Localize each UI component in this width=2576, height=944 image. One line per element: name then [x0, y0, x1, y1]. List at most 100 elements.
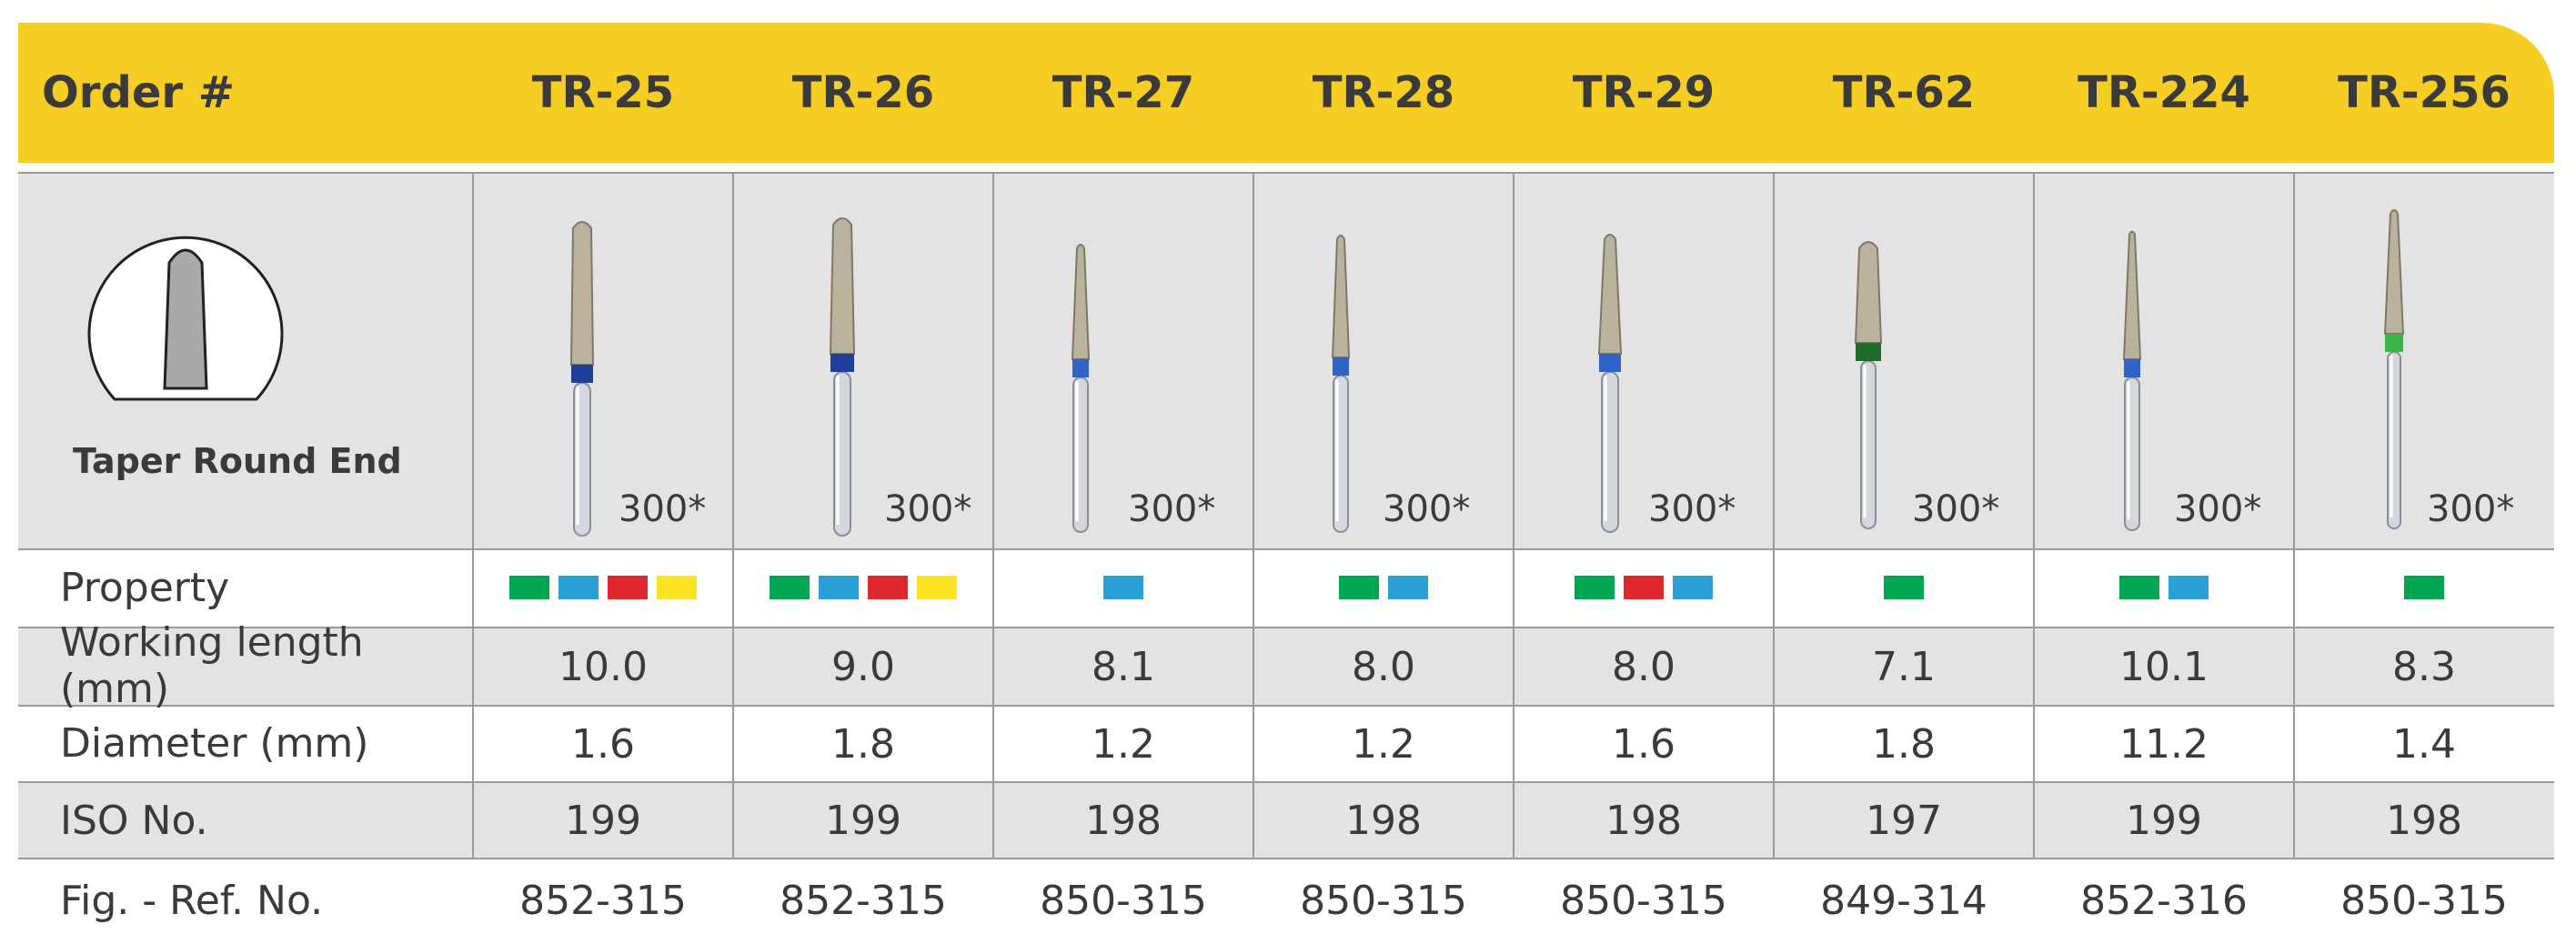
reference-value: 850-315: [1560, 877, 1727, 924]
reference-value: 849-314: [1820, 877, 1987, 924]
row-divider: [18, 548, 2554, 550]
bur-color-band: [1072, 359, 1089, 377]
iso-value: 199: [825, 797, 901, 844]
bur-color-band: [830, 354, 854, 372]
diameter-value: 1.2: [1352, 720, 1415, 768]
diameter-row-bg: [18, 705, 2554, 781]
column-divider: [2033, 172, 2035, 859]
iso-label: ISO No.: [60, 797, 208, 844]
order-number-label: Order #: [42, 67, 235, 118]
working-length-value: 9.0: [831, 643, 895, 690]
property-swatch-yellow: [917, 576, 957, 599]
row-divider: [18, 705, 2554, 707]
order-code-tr-224: TR-224: [2078, 67, 2250, 118]
order-code-tr-26: TR-26: [791, 67, 935, 118]
property-swatches-tr-28: [1254, 548, 1513, 627]
property-swatches-tr-224: [2035, 548, 2293, 627]
bur-shank: [1072, 377, 1089, 533]
property-swatch-blue: [558, 576, 599, 599]
working-length-value: 8.0: [1612, 643, 1675, 690]
property-swatch-blue: [1388, 576, 1428, 599]
column-divider: [732, 172, 734, 859]
bur-head: [569, 221, 595, 366]
iso-value: 198: [2386, 797, 2462, 844]
property-swatch-green: [2404, 576, 2444, 599]
bur-head: [1854, 241, 1883, 344]
bur-head: [1071, 244, 1091, 360]
bur-head: [2383, 209, 2405, 335]
shape-caption: Taper Round End: [73, 441, 402, 481]
order-code-tr-62: TR-62: [1832, 67, 1976, 118]
product-table: Taper Round End 300* 300* 300* 300* 300*…: [18, 172, 2554, 859]
property-swatch-red: [608, 576, 648, 599]
iso-value: 198: [1085, 797, 1162, 844]
property-swatch-blue: [1103, 576, 1143, 599]
order-code-tr-29: TR-29: [1572, 67, 1716, 118]
column-divider: [992, 172, 994, 859]
bur-shank: [2124, 377, 2140, 531]
reference-value: 852-315: [519, 877, 687, 924]
working-length-value: 10.0: [558, 643, 648, 690]
property-swatches-tr-256: [2295, 548, 2553, 627]
column-divider: [2293, 172, 2295, 859]
bur-color-band: [1599, 354, 1621, 372]
property-swatch-red: [868, 576, 908, 599]
iso-value: 199: [2126, 797, 2202, 844]
bur-color-band: [2385, 334, 2403, 352]
diameter-value: 1.6: [1612, 720, 1675, 768]
property-swatches-tr-29: [1514, 548, 1773, 627]
iso-value: 199: [565, 797, 641, 844]
order-code-tr-256: TR-256: [2338, 67, 2511, 118]
property-swatch-blue: [819, 576, 859, 599]
bur-shank: [1333, 375, 1349, 533]
reference-value: 852-316: [2080, 877, 2248, 924]
diameter-value: 1.6: [571, 720, 635, 768]
column-divider: [1513, 172, 1514, 859]
working-length-value: 7.1: [1872, 643, 1936, 690]
column-divider: [1773, 172, 1775, 859]
grit-note: 300*: [1912, 488, 2000, 530]
working-length-label: Working length (mm): [60, 619, 364, 712]
row-divider: [18, 781, 2554, 783]
reference-label: Fig. - Ref. No.: [60, 877, 324, 924]
property-swatch-yellow: [657, 576, 697, 599]
grit-note: 300*: [1383, 488, 1471, 530]
property-label: Property: [60, 564, 230, 611]
order-code-tr-25: TR-25: [531, 67, 675, 118]
property-swatch-green: [509, 576, 549, 599]
grit-note: 300*: [619, 488, 707, 530]
taper-round-end-icon: [87, 236, 284, 401]
reference-value: 852-315: [780, 877, 947, 924]
working-length-value: 8.3: [2392, 643, 2456, 690]
iso-value: 198: [1605, 797, 1682, 844]
bur-illustrations: [569, 209, 2405, 537]
bur-head: [1597, 234, 1623, 355]
diameter-value: 1.4: [2392, 720, 2456, 768]
iso-value: 197: [1866, 797, 1942, 844]
iso-row-bg: [18, 781, 2554, 859]
diameter-value: 1.8: [1872, 720, 1936, 768]
reference-row: Fig. - Ref. No. 852-315 852-315 850-315 …: [18, 859, 2554, 941]
working-length-value: 8.1: [1092, 643, 1155, 690]
column-divider: [472, 172, 474, 859]
property-swatch-green: [770, 576, 810, 599]
bur-color-band: [1333, 357, 1349, 376]
working-length-row-bg: [18, 627, 2554, 705]
property-swatch-red: [1624, 576, 1664, 599]
row-divider: [18, 172, 2554, 174]
property-swatch-green: [2119, 576, 2159, 599]
diameter-value: 1.2: [1092, 720, 1155, 768]
column-divider: [1253, 172, 1254, 859]
bur-head: [2122, 230, 2142, 360]
property-swatches-tr-62: [1775, 548, 2033, 627]
property-swatch-blue: [1673, 576, 1713, 599]
table-header: Order # TR-25 TR-26 TR-27 TR-28 TR-29 TR…: [18, 23, 2554, 163]
reference-value: 850-315: [1040, 877, 1207, 924]
property-swatch-green: [1339, 576, 1379, 599]
diameter-value: 1.8: [831, 720, 895, 768]
property-swatches-tr-25: [474, 548, 732, 627]
property-swatch-green: [1884, 576, 1924, 599]
reference-value: 850-315: [1300, 877, 1467, 924]
working-length-value: 8.0: [1352, 643, 1415, 690]
diameter-value: 11.2: [2119, 720, 2209, 768]
